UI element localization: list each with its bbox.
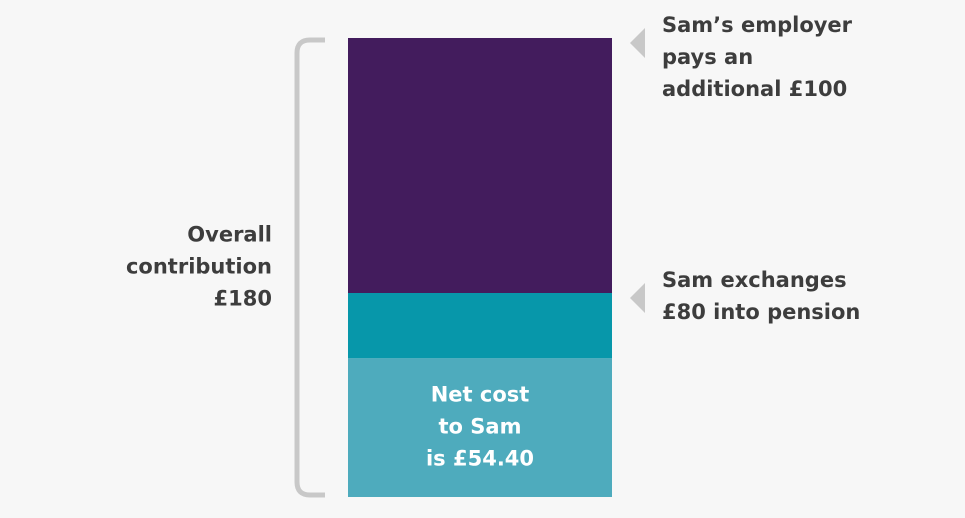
annotation-text: Sam exchanges bbox=[662, 268, 847, 292]
total-label: £180 bbox=[214, 287, 272, 311]
annotation-text: Sam’s employer bbox=[662, 13, 853, 37]
inner-label: to Sam bbox=[439, 415, 522, 439]
total-label: Overall bbox=[187, 223, 272, 247]
annotation-text: additional £100 bbox=[662, 77, 847, 101]
bar-segment bbox=[348, 293, 612, 359]
bar-segment bbox=[348, 38, 612, 293]
bracket bbox=[294, 37, 325, 498]
bar-segment bbox=[348, 358, 612, 497]
annotation-text: pays an bbox=[662, 45, 753, 69]
inner-label: is £54.40 bbox=[426, 447, 534, 471]
annotation-arrow bbox=[630, 28, 645, 58]
annotation-text: £80 into pension bbox=[662, 300, 860, 324]
inner-label: Net cost bbox=[431, 383, 530, 407]
total-label: contribution bbox=[126, 255, 272, 279]
annotation-arrow bbox=[630, 283, 645, 313]
